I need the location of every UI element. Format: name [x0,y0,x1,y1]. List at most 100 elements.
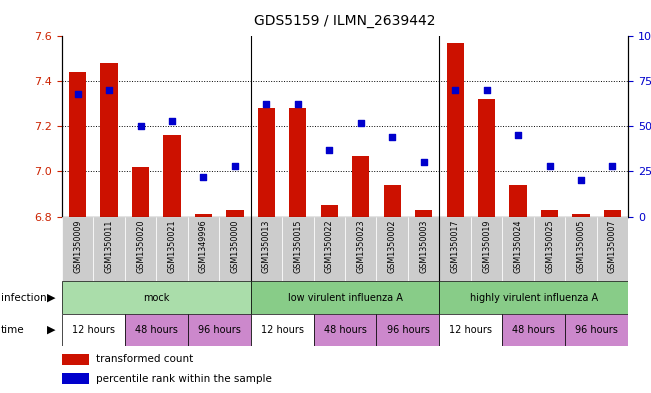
Bar [258,108,275,217]
Bar [62,373,89,384]
FancyBboxPatch shape [314,314,376,346]
FancyBboxPatch shape [62,217,93,281]
Point [450,87,460,93]
Point [355,119,366,126]
FancyBboxPatch shape [125,314,187,346]
Point [607,163,618,169]
FancyBboxPatch shape [565,314,628,346]
Text: 12 hours: 12 hours [72,325,115,335]
Text: GSM1350019: GSM1350019 [482,220,491,273]
FancyBboxPatch shape [314,217,345,281]
Text: GSM1350022: GSM1350022 [325,220,334,274]
Text: GSM1350024: GSM1350024 [514,220,523,273]
Bar [195,214,212,217]
FancyBboxPatch shape [471,217,503,281]
Bar [69,72,86,217]
Text: ▶: ▶ [47,292,55,303]
FancyBboxPatch shape [62,314,125,346]
FancyBboxPatch shape [282,217,314,281]
Text: GSM1350017: GSM1350017 [450,220,460,273]
Text: 96 hours: 96 hours [198,325,241,335]
FancyBboxPatch shape [156,217,187,281]
Bar [352,156,369,217]
Text: GSM1350013: GSM1350013 [262,220,271,273]
Text: GSM1350005: GSM1350005 [577,220,585,273]
FancyBboxPatch shape [125,217,156,281]
Point [167,118,177,124]
Bar [478,99,495,217]
FancyBboxPatch shape [251,217,282,281]
Text: GSM1350025: GSM1350025 [545,220,554,274]
Text: 48 hours: 48 hours [135,325,178,335]
FancyBboxPatch shape [376,217,408,281]
FancyBboxPatch shape [251,281,439,314]
Point [482,87,492,93]
Bar [62,354,89,365]
Text: GSM1350000: GSM1350000 [230,220,240,273]
Text: GSM1350003: GSM1350003 [419,220,428,273]
Text: mock: mock [143,292,169,303]
FancyBboxPatch shape [345,217,376,281]
Point [135,123,146,129]
Text: GSM1350009: GSM1350009 [73,220,82,273]
Bar [541,210,558,217]
Text: time: time [1,325,24,335]
FancyBboxPatch shape [93,217,125,281]
FancyBboxPatch shape [597,217,628,281]
Bar [415,210,432,217]
Point [324,147,335,153]
FancyBboxPatch shape [503,217,534,281]
Point [104,87,115,93]
Bar [572,214,590,217]
Point [198,174,208,180]
Bar [447,42,464,217]
FancyBboxPatch shape [187,314,251,346]
Text: 96 hours: 96 hours [387,325,430,335]
Text: highly virulent influenza A: highly virulent influenza A [470,292,598,303]
FancyBboxPatch shape [408,217,439,281]
Bar [132,167,149,217]
FancyBboxPatch shape [62,281,251,314]
Point [72,90,83,97]
FancyBboxPatch shape [439,314,503,346]
Text: ▶: ▶ [47,325,55,335]
FancyBboxPatch shape [534,217,565,281]
Text: 96 hours: 96 hours [575,325,618,335]
Text: transformed count: transformed count [96,354,193,364]
FancyBboxPatch shape [219,217,251,281]
Bar [227,210,243,217]
Text: 48 hours: 48 hours [512,325,555,335]
FancyBboxPatch shape [439,281,628,314]
Point [576,177,587,184]
Point [261,101,271,108]
Point [230,163,240,169]
Text: GSM1350020: GSM1350020 [136,220,145,273]
Text: percentile rank within the sample: percentile rank within the sample [96,374,271,384]
Bar [163,135,180,217]
Text: 12 hours: 12 hours [449,325,492,335]
Bar [321,205,338,217]
Text: GSM1350002: GSM1350002 [388,220,396,273]
Text: GSM1350011: GSM1350011 [105,220,113,273]
FancyBboxPatch shape [503,314,565,346]
Text: low virulent influenza A: low virulent influenza A [288,292,402,303]
Text: 12 hours: 12 hours [260,325,303,335]
Text: GSM1350021: GSM1350021 [167,220,176,273]
Bar [604,210,621,217]
FancyBboxPatch shape [439,217,471,281]
Bar [289,108,307,217]
Point [387,134,397,140]
Text: GSM1350015: GSM1350015 [294,220,302,273]
Text: infection: infection [1,292,46,303]
FancyBboxPatch shape [376,314,439,346]
Text: GSM1350023: GSM1350023 [356,220,365,273]
FancyBboxPatch shape [187,217,219,281]
Text: GDS5159 / ILMN_2639442: GDS5159 / ILMN_2639442 [255,14,436,28]
Text: GSM1350007: GSM1350007 [608,220,617,273]
FancyBboxPatch shape [565,217,597,281]
Point [292,101,303,108]
Bar [510,185,527,217]
Bar [100,63,118,217]
FancyBboxPatch shape [251,314,314,346]
Point [544,163,555,169]
